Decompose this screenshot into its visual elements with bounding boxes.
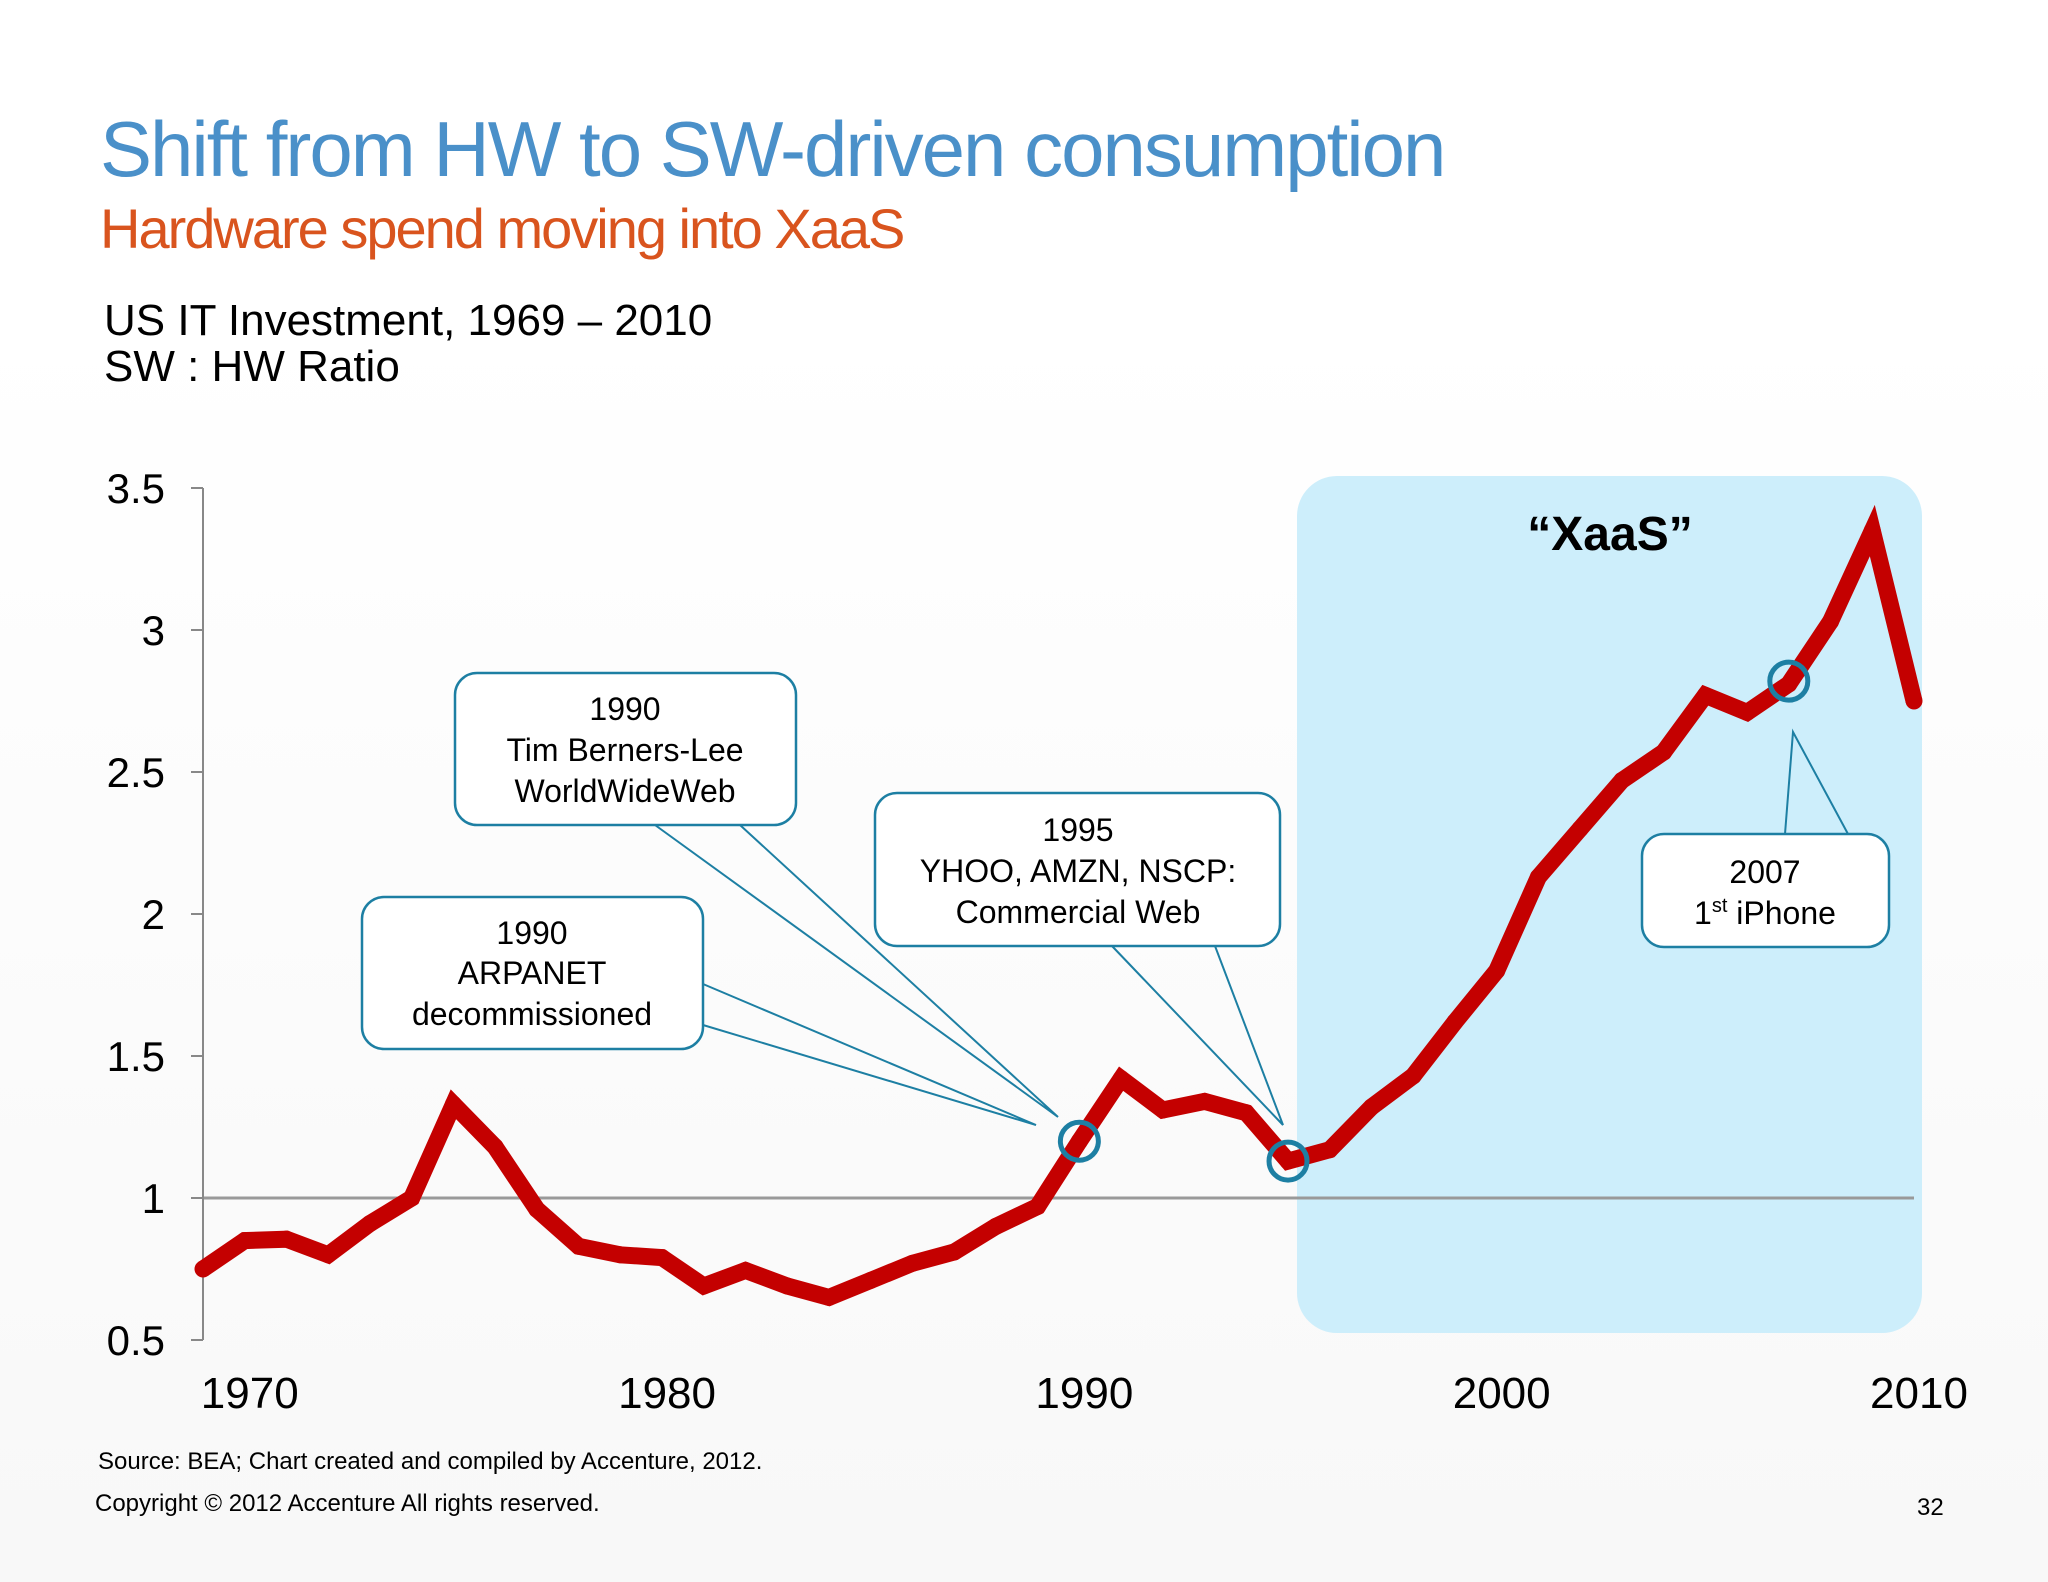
callout-www: 1990 Tim Berners-Lee WorldWideWeb: [453, 671, 798, 827]
data-point: [695, 1277, 713, 1295]
callout-iphone-line2: 1st iPhone: [1694, 895, 1836, 931]
data-point: [820, 1288, 838, 1306]
data-point: [1154, 1101, 1172, 1119]
data-point: [403, 1189, 421, 1207]
data-point: [1112, 1070, 1130, 1088]
data-point: [236, 1232, 254, 1250]
x-ticks: 1970 1980 1990 2000 2010: [201, 1369, 1968, 1418]
x-tick-label: 1970: [201, 1369, 299, 1418]
data-point: [1863, 522, 1881, 540]
data-point: [1070, 1132, 1088, 1150]
www-leader: [654, 824, 1059, 1118]
event-marker-circle: [1767, 659, 1811, 703]
callout-iphone-num: 1: [1694, 895, 1712, 931]
xaas-label: “XaaS”: [1527, 508, 1692, 561]
callout-www-line1: 1990: [589, 691, 660, 727]
x-tick-label: 1990: [1035, 1369, 1133, 1418]
data-point: [277, 1230, 295, 1248]
callout-commercial-box: [873, 791, 1282, 948]
data-point: [194, 1260, 212, 1278]
data-point: [1738, 703, 1756, 721]
event-marker-circle: [1057, 1119, 1101, 1163]
data-point: [361, 1215, 379, 1233]
source-note: Source: BEA; Chart created and compiled …: [98, 1448, 763, 1475]
copyright-note: Copyright © 2012 Accenture All rights re…: [95, 1490, 600, 1517]
data-point: [778, 1277, 796, 1295]
x-tick-label: 1980: [618, 1369, 716, 1418]
x-tick-label: 2010: [1870, 1369, 1968, 1418]
data-point: [1905, 692, 1923, 710]
data-point: [1237, 1104, 1255, 1122]
data-point: [1029, 1198, 1047, 1216]
data-point: [1696, 686, 1714, 704]
callout-iphone: 2007 1st iPhone: [1640, 832, 1891, 949]
callout-arpanet-line2: ARPANET: [458, 955, 607, 991]
data-point: [987, 1217, 1005, 1235]
y-tick-label: 1: [142, 1175, 165, 1222]
chart-heading-line2: SW : HW Ratio: [104, 342, 400, 391]
data-point: [653, 1249, 671, 1267]
callout-iphone-sup: st: [1712, 895, 1728, 917]
y-tick-label: 0.5: [107, 1317, 165, 1364]
data-point: [1780, 675, 1798, 693]
y-tick-label: 1.5: [107, 1033, 165, 1080]
x-tick-label: 2000: [1453, 1369, 1551, 1418]
data-point: [1196, 1092, 1214, 1110]
chart-heading-line1: US IT Investment, 1969 – 2010: [104, 296, 713, 345]
data-point: [486, 1138, 504, 1156]
page-number: 32: [1917, 1494, 1944, 1521]
data-point: [1362, 1098, 1380, 1116]
data-point: [903, 1254, 921, 1272]
data-point: [737, 1261, 755, 1279]
event-markers: [1057, 659, 1811, 1183]
callout-iphone-label: iPhone: [1727, 895, 1836, 931]
data-point: [1279, 1152, 1297, 1170]
callout-www-box: [453, 671, 798, 827]
callout-www-line2: Tim Berners-Lee: [506, 732, 743, 768]
data-point: [1571, 820, 1589, 838]
data-point: [528, 1200, 546, 1218]
callout-arpanet-line3: decommissioned: [412, 996, 652, 1032]
data-point: [1488, 962, 1506, 980]
callout-arpanet: 1990 ARPANET decommissioned: [360, 895, 705, 1051]
event-marker-circle: [1266, 1139, 1310, 1183]
slide-subtitle: Hardware spend moving into XaaS: [100, 197, 905, 260]
commercial-leader: [1111, 945, 1284, 1126]
data-point: [1446, 1013, 1464, 1031]
data-point: [570, 1237, 588, 1255]
data-point: [1529, 868, 1547, 886]
callout-iphone-box: [1640, 832, 1891, 949]
callout-commercial-line1: 1995: [1042, 812, 1113, 848]
callout-arpanet-line1: 1990: [496, 915, 567, 951]
callout-commercial-line3: Commercial Web: [956, 894, 1201, 930]
arpanet-leader: [702, 983, 1037, 1126]
data-point: [1655, 743, 1673, 761]
data-point: [444, 1095, 462, 1113]
callout-iphone-line1: 2007: [1729, 854, 1800, 890]
y-tick-label: 2: [142, 891, 165, 938]
callout-commercial-line2: YHOO, AMZN, NSCP:: [920, 853, 1236, 889]
series-points: [194, 522, 1923, 1306]
y-tick-label: 2.5: [107, 749, 165, 796]
data-point: [1321, 1141, 1339, 1159]
data-point: [1613, 772, 1631, 790]
data-point: [862, 1271, 880, 1289]
data-point: [1822, 612, 1840, 630]
callout-commercial: 1995 YHOO, AMZN, NSCP: Commercial Web: [873, 791, 1282, 948]
callout-leaders: [654, 728, 1849, 1126]
callout-arpanet-box: [360, 895, 705, 1051]
data-point: [319, 1246, 337, 1264]
y-ticks: 0.5 1 1.5 2 2.5 3 3.5: [107, 465, 203, 1364]
callout-www-line3: WorldWideWeb: [514, 773, 735, 809]
slide-title: Shift from HW to SW-driven consumption: [100, 105, 1446, 193]
y-tick-label: 3: [142, 607, 165, 654]
iphone-leader: [1784, 728, 1849, 835]
y-tick-label: 3.5: [107, 465, 165, 512]
data-point: [611, 1246, 629, 1264]
data-point: [1404, 1067, 1422, 1085]
data-point: [945, 1243, 963, 1261]
